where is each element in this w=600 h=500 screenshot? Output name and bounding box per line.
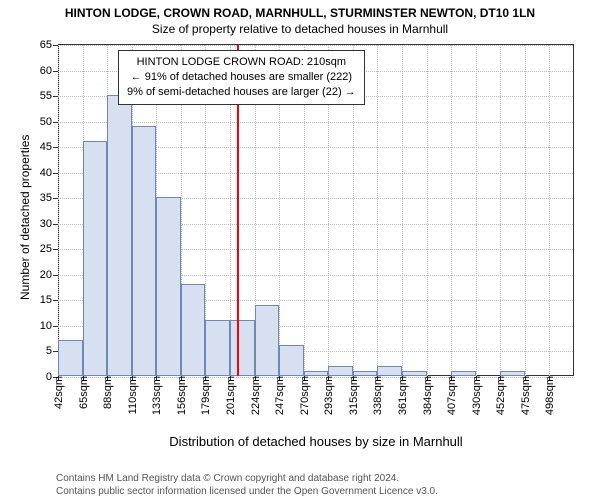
x-tick-label: 201sqm <box>223 376 237 415</box>
gridline-vertical <box>377 45 378 376</box>
gridline-vertical <box>525 45 526 376</box>
x-tick-label: 475sqm <box>518 376 532 415</box>
annotation-line-1: HINTON LODGE CROWN ROAD: 210sqm <box>127 55 356 70</box>
y-tick-label: 15 <box>40 294 58 306</box>
x-tick-label: 407sqm <box>444 376 458 415</box>
x-tick-label: 293sqm <box>321 376 335 415</box>
y-tick-label: 55 <box>40 90 58 102</box>
x-tick-label: 384sqm <box>420 376 434 415</box>
y-tick-label: 50 <box>40 116 58 128</box>
y-tick-label: 25 <box>40 243 58 255</box>
x-tick-label: 179sqm <box>198 376 212 415</box>
x-tick-label: 156sqm <box>174 376 188 415</box>
gridline-vertical <box>500 45 501 376</box>
y-tick-label: 5 <box>46 345 58 357</box>
chart-title: HINTON LODGE, CROWN ROAD, MARNHULL, STUR… <box>0 6 600 20</box>
attribution-line-2: Contains public sector information licen… <box>56 485 438 498</box>
x-tick-label: 430sqm <box>469 376 483 415</box>
gridline-vertical <box>58 45 59 376</box>
chart-container: HINTON LODGE, CROWN ROAD, MARNHULL, STUR… <box>0 0 600 500</box>
annotation-line-3: 9% of semi-detached houses are larger (2… <box>127 85 356 100</box>
y-tick-label: 20 <box>40 269 58 281</box>
histogram-bar <box>205 320 230 376</box>
histogram-bar <box>107 95 132 376</box>
x-tick-label: 133sqm <box>149 376 163 415</box>
x-tick-label: 110sqm <box>125 376 139 414</box>
y-tick-label: 60 <box>40 65 58 77</box>
gridline-vertical <box>476 45 477 376</box>
y-tick-label: 35 <box>40 192 58 204</box>
histogram-bar <box>181 284 206 376</box>
histogram-bar <box>83 141 108 376</box>
attribution-text: Contains HM Land Registry data © Crown c… <box>56 472 438 498</box>
annotation-line-2: ← 91% of detached houses are smaller (22… <box>127 70 356 85</box>
gridline-vertical <box>402 45 403 376</box>
x-tick-label: 498sqm <box>542 376 556 415</box>
annotation-box: HINTON LODGE CROWN ROAD: 210sqm ← 91% of… <box>118 50 365 105</box>
histogram-bar <box>279 345 304 376</box>
histogram-bar <box>58 340 83 376</box>
x-tick-label: 224sqm <box>248 376 262 415</box>
x-tick-label: 65sqm <box>76 376 90 409</box>
gridline-horizontal <box>58 45 573 46</box>
x-tick-label: 315sqm <box>346 376 360 415</box>
attribution-line-1: Contains HM Land Registry data © Crown c… <box>56 472 438 485</box>
y-tick-label: 45 <box>40 141 58 153</box>
gridline-vertical <box>427 45 428 376</box>
histogram-bar <box>328 366 353 376</box>
histogram-bar <box>230 320 255 376</box>
x-tick-label: 247sqm <box>272 376 286 415</box>
histogram-bar <box>132 126 157 376</box>
y-axis-label: Number of detached properties <box>18 135 32 300</box>
x-tick-label: 452sqm <box>493 376 507 415</box>
x-tick-label: 88sqm <box>100 376 114 409</box>
y-tick-label: 30 <box>40 218 58 230</box>
gridline-vertical <box>451 45 452 376</box>
x-tick-label: 361sqm <box>395 376 409 415</box>
gridline-vertical <box>549 45 550 376</box>
x-tick-label: 270sqm <box>297 376 311 415</box>
y-tick-label: 65 <box>40 39 58 51</box>
y-tick-label: 10 <box>40 320 58 332</box>
x-tick-label: 42sqm <box>51 376 65 409</box>
histogram-bar <box>377 366 402 376</box>
gridline-horizontal <box>58 122 573 123</box>
histogram-bar <box>156 197 181 376</box>
x-axis-label: Distribution of detached houses by size … <box>58 434 574 449</box>
x-tick-label: 338sqm <box>370 376 384 415</box>
y-tick-label: 40 <box>40 167 58 179</box>
chart-subtitle: Size of property relative to detached ho… <box>0 22 600 36</box>
histogram-bar <box>255 305 280 377</box>
